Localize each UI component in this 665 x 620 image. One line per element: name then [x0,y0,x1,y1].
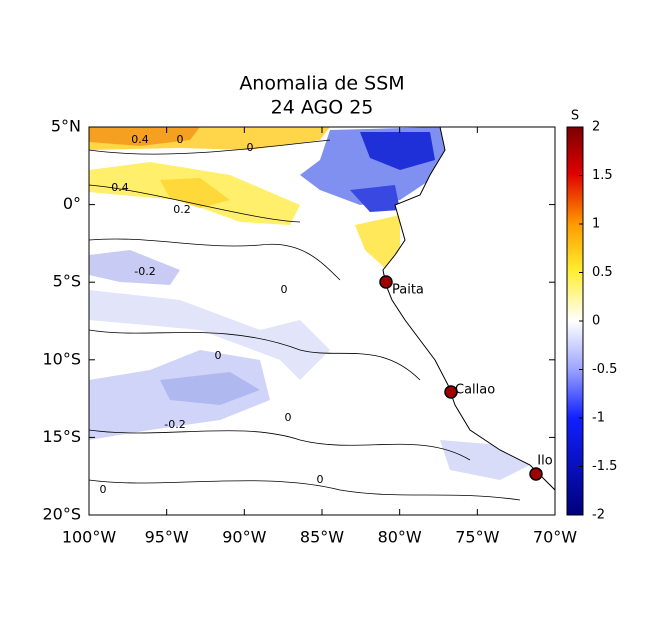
y-tick-label: 20°S [42,505,81,524]
colorbar-tick-label: -1.5 [592,459,617,474]
city-marker [444,385,458,399]
x-tick-label: 100°W [62,528,117,547]
colorbar-tick-label: 1 [592,217,600,232]
colorbar-tick-label: 0 [592,314,600,329]
x-tick-label: 90°W [222,528,266,547]
contour-label: 0 [215,349,222,362]
city-label: Paita [392,283,424,298]
y-tick-label: 10°S [42,349,81,368]
anomaly-field [89,127,555,515]
y-tick-label: 5°N [51,117,81,136]
x-tick-label: 85°W [300,528,344,547]
title-line: 24 AGO 25 [271,97,374,119]
contour-label: -0.2 [164,418,185,431]
contour-label: 0 [100,483,107,496]
contour-label: 0.2 [173,203,191,216]
colorbar-label: S [571,109,579,124]
contour-label: 0 [281,283,288,296]
colorbar-tick-label: -0.5 [592,362,617,377]
contour-label: 0 [285,411,292,424]
colorbar-tick-label: -1 [592,411,605,426]
colorbar-tick-label: 2 [592,120,600,135]
city-marker [379,275,393,289]
colorbar-tick-label: 1.5 [592,168,613,183]
x-tick-label: 95°W [145,528,189,547]
city-marker [529,467,543,481]
colorbar-tick-label: 0.5 [592,265,613,280]
contour-label: 0 [317,473,324,486]
contour-label: 0.4 [131,133,149,146]
city-label: Callao [455,383,495,398]
x-tick-label: 70°W [533,528,577,547]
y-tick-label: 15°S [42,427,81,446]
title-line: Anomalia de SSM [239,73,404,95]
x-tick-label: 80°W [378,528,422,547]
y-tick-label: 0° [63,194,81,213]
contour-label: 0 [177,133,184,146]
colorbar-tick-label: -2 [592,508,605,523]
y-tick-label: 5°S [53,272,81,291]
contour-label: -0.2 [134,265,155,278]
contour-label: 0.4 [111,181,129,194]
x-tick-label: 75°W [455,528,499,547]
contour-label: 0 [247,141,254,154]
city-label: Ilo [537,454,552,469]
